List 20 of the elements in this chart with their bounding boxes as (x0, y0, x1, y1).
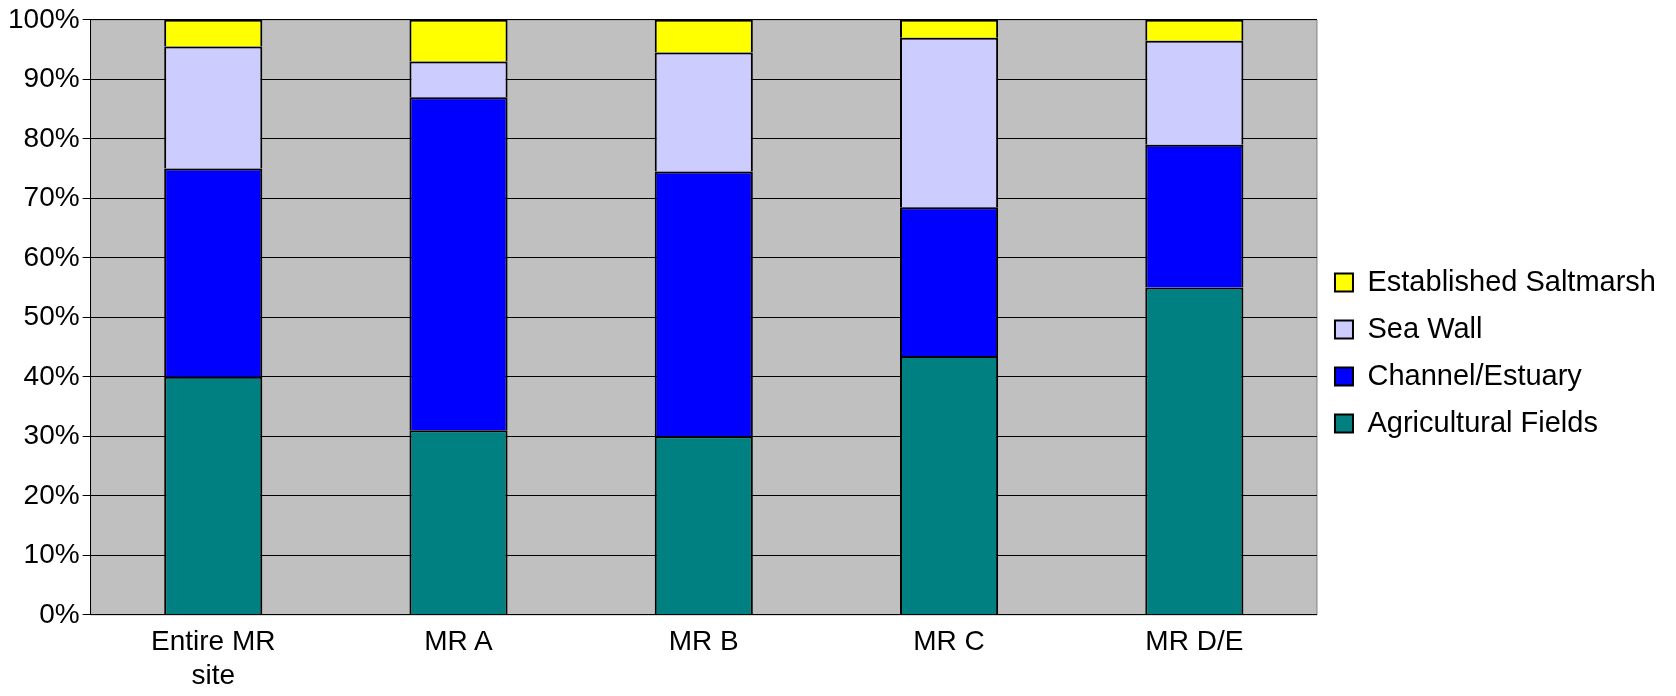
y-tick-label: 50% (23, 300, 80, 332)
x-tick-label: MR D/E (1145, 625, 1244, 657)
legend-label: Channel/Estuary (1367, 358, 1583, 391)
y-tick-label: 40% (23, 359, 80, 391)
y-tick-label: 90% (23, 62, 80, 94)
legend-label: Agricultural Fields (1367, 405, 1598, 438)
x-tick-label: MR B (668, 625, 739, 657)
y-tick-label: 20% (23, 478, 80, 510)
y-tick-label: 60% (23, 240, 80, 272)
y-tick-label: 80% (23, 121, 80, 153)
y-tick-label: 100% (7, 2, 80, 34)
x-tick-label: MR C (913, 625, 985, 657)
x-tick-label: MR A (424, 625, 494, 657)
x-tick-label: Entire MR site (151, 625, 276, 690)
legend-label: Established Saltmarsh (1367, 264, 1656, 297)
y-tick-label: 0% (39, 597, 80, 629)
legend-label: Sea Wall (1367, 311, 1483, 344)
y-tick-label: 10% (23, 538, 80, 570)
y-tick-label: 70% (23, 181, 80, 213)
y-tick-label: 30% (23, 419, 80, 451)
